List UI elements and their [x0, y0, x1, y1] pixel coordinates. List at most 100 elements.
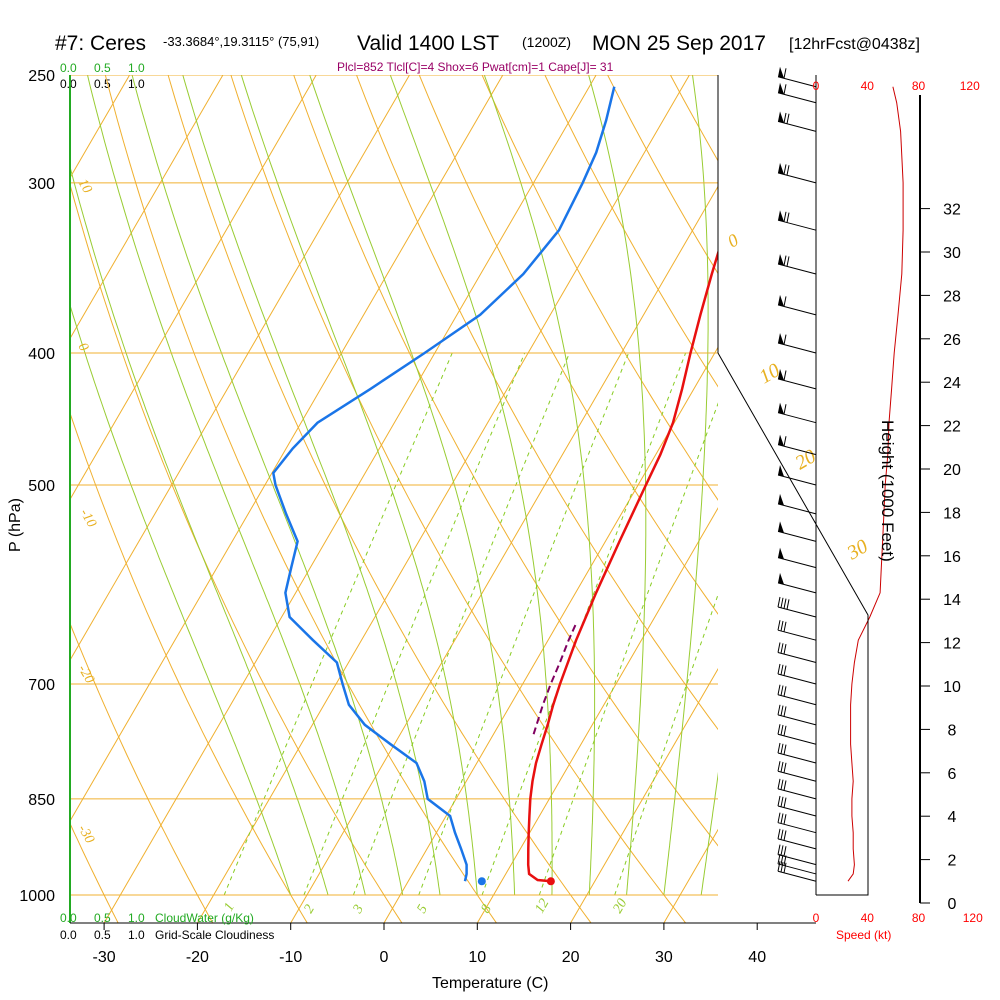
dry-adiabat	[720, 51, 1000, 924]
temperature-tick-label: 10	[468, 949, 486, 966]
wind-barb	[777, 742, 817, 764]
temperature-axis-label: Temperature (C)	[432, 975, 548, 992]
speed-top-tick-label: 40	[861, 79, 875, 93]
speed-top-tick-label: 80	[912, 79, 926, 93]
cloudwater-bottom-tick: 0.5	[94, 911, 111, 925]
wind-barb	[777, 844, 817, 866]
dry-adiabat	[104, 75, 498, 923]
dry-adiabat	[418, 75, 718, 615]
cloudwater-bottom-tick: 0.0	[60, 911, 77, 925]
isoline-label: -20	[75, 663, 97, 687]
height-tick-label: 20	[943, 462, 961, 479]
pressure-axis: P (hPa) 250 300 400 500 700 850 1000	[7, 68, 55, 905]
stability-indices: Plcl=852 Tlcl[C]=4 Shox=6 Pwat[cm]=1 Cap…	[337, 60, 614, 74]
wind-barb	[777, 465, 817, 486]
moist-adiabat	[776, 51, 933, 895]
moist-adiabat-lines	[70, 51, 933, 896]
surface-dewpoint-marker	[477, 877, 486, 886]
wind-barb	[777, 642, 817, 663]
height-axis-label: Height (1000 Feet)	[878, 420, 897, 562]
isoline-label: -30	[75, 823, 97, 847]
moist-adiabat	[70, 303, 292, 896]
height-tick-label: 16	[943, 549, 961, 566]
temperature-tick-label: -30	[93, 949, 116, 966]
height-tick-label: 24	[943, 375, 961, 392]
isotherm	[570, 667, 718, 923]
isotherm	[70, 75, 410, 662]
mixing-ratio-label: 12	[532, 896, 552, 916]
isotherm	[383, 346, 718, 923]
isoline-label: 30	[843, 535, 872, 565]
mixing-ratio-line	[223, 352, 453, 896]
moist-adiabat	[70, 164, 329, 896]
cloudiness-top-tick: 1.0	[128, 77, 145, 91]
wind-barb	[777, 861, 817, 882]
wind-barb	[777, 620, 817, 641]
wind-barb	[777, 493, 817, 515]
speed-top-tick-label: 120	[960, 79, 980, 93]
temperature-tick-label: 30	[655, 949, 673, 966]
height-tick-label: 8	[948, 722, 957, 739]
top-scales: 0.0 0.5 1.0 0.0 0.5 1.0	[60, 61, 145, 91]
isotherm	[476, 507, 718, 923]
wind-barb	[777, 704, 817, 726]
dry-adiabat	[0, 51, 24, 924]
wind-barb	[777, 812, 817, 834]
dry-adiabat	[70, 822, 119, 923]
height-tick-label: 22	[943, 419, 961, 436]
isotherm-lines	[70, 75, 1000, 923]
pressure-tick-label: 700	[28, 677, 55, 694]
temperature-tick-label: 0	[380, 949, 389, 966]
speed-bottom-tick-label: 80	[912, 911, 926, 925]
pressure-tick-label: 250	[28, 68, 55, 85]
mixing-ratio-line	[418, 352, 630, 896]
mixing-ratio-label: 8	[478, 902, 494, 916]
station-name: #7: Ceres	[55, 32, 146, 55]
dry-adiabat	[844, 51, 1000, 924]
pressure-axis-label: P (hPa)	[7, 498, 24, 552]
wind-barb	[777, 254, 817, 275]
mixing-ratio-label: 20	[610, 896, 630, 916]
height-tick-label: 0	[948, 896, 957, 913]
wind-speed-axis-label: Speed (kt)	[836, 928, 891, 942]
moist-adiabat	[483, 75, 596, 896]
cloudiness-bottom-tick: 0.5	[94, 928, 111, 942]
speed-bottom-tick-label: 120	[963, 911, 983, 925]
isotherm	[290, 185, 718, 923]
temperature-tick-label: 40	[748, 949, 766, 966]
cloudwater-top-tick: 1.0	[128, 61, 145, 75]
wind-barb	[777, 111, 817, 132]
moist-adiabat	[700, 771, 718, 896]
dry-adiabat-lines	[0, 51, 1000, 924]
pressure-tick-label: 850	[28, 792, 55, 809]
moist-adiabat	[588, 75, 647, 896]
wind-barb	[777, 828, 817, 850]
wind-barb	[777, 333, 817, 354]
wind-barb	[777, 572, 817, 594]
height-tick-label: 32	[943, 202, 961, 219]
dry-adiabat	[481, 75, 718, 501]
pressure-tick-label: 400	[28, 346, 55, 363]
dry-adiabat	[167, 75, 592, 923]
dry-adiabat	[70, 411, 308, 923]
height-tick-label: 18	[943, 505, 961, 522]
mixing-ratio-line	[303, 352, 526, 896]
isoline-label: -10	[77, 507, 99, 531]
isoline-label: 10	[75, 177, 95, 197]
wind-barb	[777, 434, 817, 456]
height-tick-label: 10	[943, 679, 961, 696]
isotherm	[851, 75, 1000, 923]
speed-bottom-tick-label: 0	[813, 911, 820, 925]
mixing-ratio-line	[352, 352, 570, 896]
isotherm	[70, 75, 504, 822]
cloudiness-bottom-tick: 1.0	[128, 928, 145, 942]
wind-barb	[777, 795, 817, 817]
wind-barb	[777, 853, 817, 875]
wind-speed-curve	[847, 86, 904, 882]
speed-bottom-tick-label: 40	[861, 911, 875, 925]
pressure-tick-label: 300	[28, 176, 55, 193]
wind-barb	[777, 596, 817, 618]
pressure-tick-label: 500	[28, 478, 55, 495]
moist-adiabat	[240, 75, 478, 896]
station-coords: -33.3684°,19.3115° (75,91)	[163, 34, 319, 49]
